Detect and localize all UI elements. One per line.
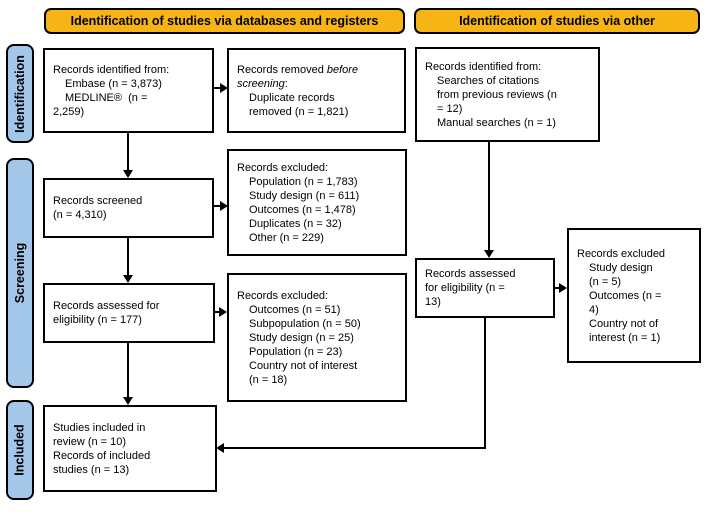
text-segment: :	[284, 77, 288, 90]
text-line: eligibility (n = 177)	[53, 314, 142, 326]
text-line: (n = 18)	[249, 373, 288, 386]
text-line: Other (n = 229)	[249, 231, 324, 244]
arrow-identified-to-screened-head	[123, 170, 133, 178]
arrow-screened-to-assessed-shaft	[127, 238, 129, 276]
text-line: Records screened	[53, 195, 143, 207]
arrow-screened-to-excluded-head	[220, 201, 228, 211]
arrow-assessed-to-excluded-shaft	[213, 311, 221, 313]
text-line: 4)	[589, 303, 599, 316]
text-line: Manual searches (n = 1)	[437, 116, 556, 129]
text-line: 13)	[425, 296, 441, 308]
text-line: Records assessed for	[53, 300, 160, 312]
text-line: Country not of	[589, 317, 659, 330]
text-line: Subpopulation (n = 50)	[249, 317, 361, 330]
text-line: for eligibility (n =	[425, 282, 505, 294]
text-line: Records identified from:	[53, 63, 170, 76]
box-records-assessed-eligibility: Records assessed for eligibility (n = 17…	[43, 283, 215, 343]
box-studies-included: Studies included in review (n = 10) Reco…	[43, 405, 217, 492]
stage-label-screening-text: Screening	[13, 242, 27, 304]
arrow-identified-to-screened-shaft	[127, 133, 129, 172]
arrow-identified-to-removed-head	[220, 83, 228, 93]
text-line: Duplicate records	[249, 91, 335, 104]
arrow-assessed-to-included-shaft	[127, 343, 129, 398]
arrow-other-assessed-to-excluded-shaft	[553, 287, 561, 289]
text-segment-italic: before	[326, 63, 359, 76]
arrow-other-identified-to-assessed-shaft	[488, 142, 490, 251]
arrow-identified-to-removed-shaft	[212, 87, 222, 89]
text-line: Study design (n = 25)	[249, 331, 354, 344]
header-databases-registers: Identification of studies via databases …	[44, 8, 405, 34]
arrow-other-assessed-to-excluded-head	[559, 283, 567, 293]
arrow-assessed-to-included-head	[123, 397, 133, 405]
arrow-other-assessed-to-included-head	[216, 443, 224, 453]
box-records-assessed-other: Records assessed for eligibility (n = 13…	[415, 258, 555, 318]
text-line: Records excluded	[577, 247, 666, 260]
box-records-excluded-screening: Records excluded: Population (n = 1,783)…	[227, 149, 407, 256]
text-line: Outcomes (n = 51)	[249, 303, 341, 316]
box-records-excluded-eligibility: Records excluded: Outcomes (n = 51) Subp…	[227, 273, 407, 402]
text-line: 2,259)	[53, 105, 85, 118]
text-line: Records assessed	[425, 268, 516, 280]
box-records-identified-other: Records identified from: Searches of cit…	[415, 47, 600, 142]
text-line: Study design (n = 611)	[249, 189, 360, 202]
text-line: screening:	[237, 77, 402, 91]
arrow-other-assessed-to-included-horizontal-shaft	[224, 447, 486, 449]
text-line: Studies included in	[53, 421, 146, 434]
header-other-methods: Identification of studies via other	[414, 8, 700, 34]
text-line: Population (n = 23)	[249, 345, 343, 358]
text-line: Records excluded:	[237, 289, 329, 302]
arrow-other-identified-to-assessed-head	[484, 250, 494, 258]
text-line: Duplicates (n = 32)	[249, 217, 342, 230]
text-line: Records removed before	[237, 63, 402, 77]
text-line: removed (n = 1,821)	[249, 105, 349, 118]
text-segment-italic: screening	[237, 77, 285, 90]
text-line: studies (n = 13)	[53, 463, 130, 476]
text-line: Records identified from:	[425, 60, 542, 73]
text-line: Records of included	[53, 449, 151, 462]
text-line: (n = 5)	[589, 275, 622, 288]
box-records-removed-before-screening: Records removed before screening: Duplic…	[227, 48, 406, 133]
text-line: MEDLINE® (n =	[65, 91, 148, 104]
arrow-screened-to-assessed-head	[123, 275, 133, 283]
text-line: Country not of interest	[249, 359, 358, 372]
text-line: Study design	[589, 261, 653, 274]
text-line: = 12)	[437, 102, 463, 115]
stage-label-included: Included	[6, 400, 34, 500]
stage-label-identification-text: Identification	[13, 54, 27, 133]
box-records-screened: Records screened (n = 4,310)	[43, 178, 214, 238]
arrow-screened-to-excluded-shaft	[212, 205, 222, 207]
text-line: Population (n = 1,783)	[249, 175, 358, 188]
arrow-other-assessed-to-included-vertical-shaft	[484, 318, 486, 449]
box-records-excluded-other: Records excluded Study design (n = 5) Ou…	[567, 228, 701, 363]
stage-label-included-text: Included	[13, 424, 27, 476]
text-line: (n = 4,310)	[53, 209, 107, 221]
text-segment: Records removed	[237, 63, 327, 76]
text-line: interest (n = 1)	[589, 331, 661, 344]
text-line: review (n = 10)	[53, 435, 127, 448]
text-line: Records excluded:	[237, 161, 329, 174]
text-line: Embase (n = 3,873)	[65, 77, 162, 90]
text-line: Outcomes (n = 1,478)	[249, 203, 356, 216]
text-line: from previous reviews (n	[437, 88, 557, 101]
stage-label-identification: Identification	[6, 44, 34, 143]
text-line: Outcomes (n =	[589, 289, 662, 302]
text-line: Searches of citations	[437, 74, 540, 87]
stage-label-screening: Screening	[6, 158, 34, 388]
box-records-identified-databases: Records identified from: Embase (n = 3,8…	[43, 48, 214, 133]
arrow-assessed-to-excluded-head	[219, 307, 227, 317]
